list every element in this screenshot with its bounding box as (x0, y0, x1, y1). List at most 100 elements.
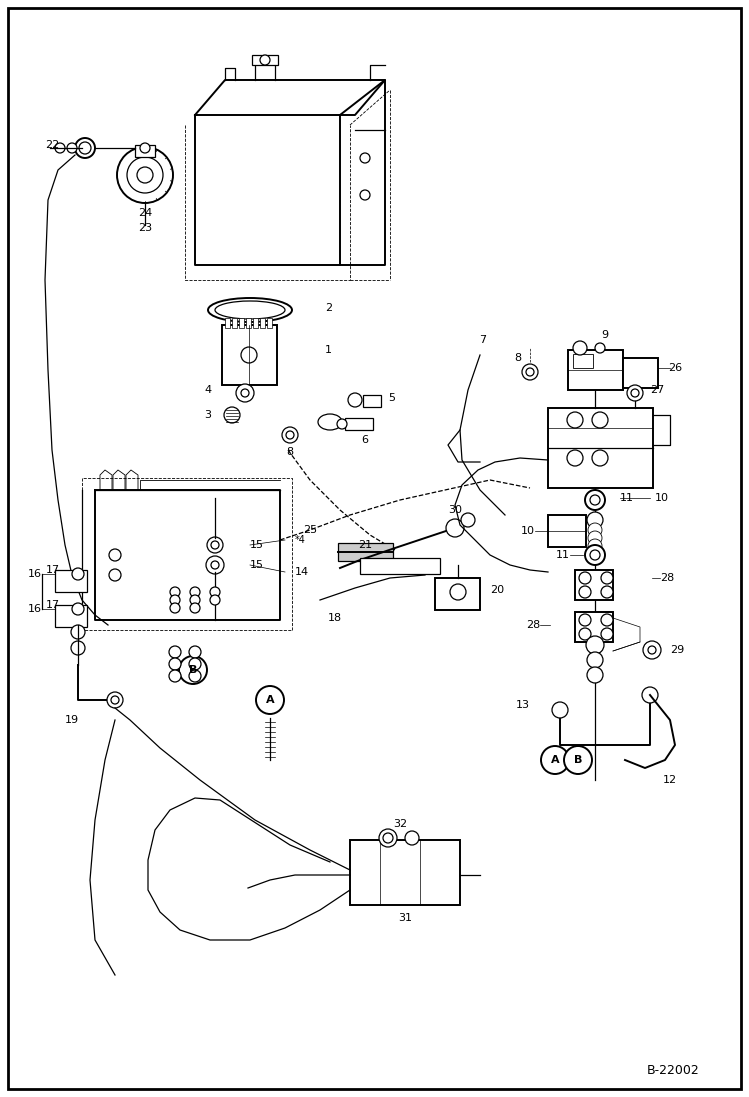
Bar (135, 145, 155, 157)
Circle shape (383, 833, 393, 842)
Bar (363, 395, 381, 407)
Text: 20: 20 (490, 585, 504, 595)
Text: 22: 22 (45, 140, 59, 150)
Text: 17: 17 (46, 565, 60, 575)
Bar (435, 578, 480, 610)
Text: 5: 5 (388, 393, 395, 403)
Circle shape (282, 427, 298, 443)
Bar (55, 570, 87, 592)
Bar (222, 325, 277, 385)
Bar (350, 840, 460, 905)
Circle shape (601, 627, 613, 640)
Bar (55, 606, 87, 627)
Circle shape (337, 419, 347, 429)
Circle shape (170, 603, 180, 613)
Circle shape (127, 157, 163, 193)
Circle shape (586, 636, 604, 654)
Circle shape (170, 595, 180, 606)
Circle shape (642, 687, 658, 703)
Text: 13: 13 (516, 700, 530, 710)
Circle shape (72, 603, 84, 615)
Circle shape (179, 656, 207, 685)
Circle shape (260, 55, 270, 65)
Circle shape (573, 341, 587, 355)
Circle shape (55, 143, 65, 152)
Circle shape (71, 625, 85, 638)
Text: 28: 28 (660, 573, 674, 583)
Circle shape (211, 561, 219, 569)
Circle shape (601, 586, 613, 598)
Bar (338, 543, 393, 561)
Text: 28: 28 (526, 620, 540, 630)
Bar (573, 354, 593, 367)
Text: 27: 27 (650, 385, 664, 395)
Circle shape (169, 658, 181, 670)
Text: 24: 24 (138, 208, 152, 218)
Bar (246, 318, 251, 328)
Circle shape (107, 692, 123, 708)
Circle shape (67, 143, 77, 152)
Circle shape (588, 539, 602, 553)
Circle shape (190, 587, 200, 597)
Circle shape (72, 568, 84, 580)
Circle shape (206, 556, 224, 574)
Text: 23: 23 (138, 223, 152, 233)
Text: 4: 4 (204, 385, 211, 395)
Circle shape (189, 646, 201, 658)
Circle shape (461, 513, 475, 527)
Circle shape (210, 595, 220, 606)
Circle shape (450, 584, 466, 600)
Text: 1: 1 (325, 344, 332, 355)
Circle shape (587, 667, 603, 683)
Circle shape (190, 603, 200, 613)
Circle shape (109, 569, 121, 581)
Bar (623, 358, 658, 388)
Circle shape (207, 538, 223, 553)
Circle shape (579, 627, 591, 640)
Bar (260, 318, 265, 328)
Circle shape (189, 658, 201, 670)
Text: 16: 16 (28, 604, 42, 614)
Bar (252, 55, 278, 65)
Text: B: B (574, 755, 582, 765)
Text: 3: 3 (204, 410, 211, 420)
Circle shape (567, 412, 583, 428)
Text: 8: 8 (515, 353, 521, 363)
Text: 2: 2 (325, 303, 332, 313)
Circle shape (241, 389, 249, 397)
Circle shape (587, 512, 603, 528)
Circle shape (348, 393, 362, 407)
Circle shape (588, 531, 602, 545)
Bar (225, 318, 230, 328)
Ellipse shape (215, 301, 285, 319)
Ellipse shape (318, 414, 342, 430)
Circle shape (590, 495, 600, 505)
Text: 11: 11 (620, 493, 634, 504)
Text: A: A (266, 695, 274, 705)
Text: 26: 26 (668, 363, 682, 373)
Circle shape (526, 367, 534, 376)
Circle shape (587, 652, 603, 668)
Circle shape (190, 595, 200, 606)
Text: 15: 15 (250, 540, 264, 550)
Text: 9: 9 (601, 330, 608, 340)
Circle shape (360, 152, 370, 163)
Circle shape (360, 190, 370, 200)
Circle shape (564, 746, 592, 774)
Circle shape (631, 389, 639, 397)
Circle shape (579, 586, 591, 598)
Text: B: B (189, 665, 197, 675)
Circle shape (169, 670, 181, 682)
Circle shape (189, 670, 201, 682)
Circle shape (592, 412, 608, 428)
Text: *4: *4 (295, 535, 306, 545)
Text: 7: 7 (479, 335, 487, 344)
Text: 11: 11 (556, 550, 570, 559)
Circle shape (137, 167, 153, 183)
Circle shape (379, 829, 397, 847)
Circle shape (552, 702, 568, 719)
Bar (232, 318, 237, 328)
Circle shape (117, 147, 173, 203)
Circle shape (109, 548, 121, 561)
Bar (568, 350, 623, 391)
